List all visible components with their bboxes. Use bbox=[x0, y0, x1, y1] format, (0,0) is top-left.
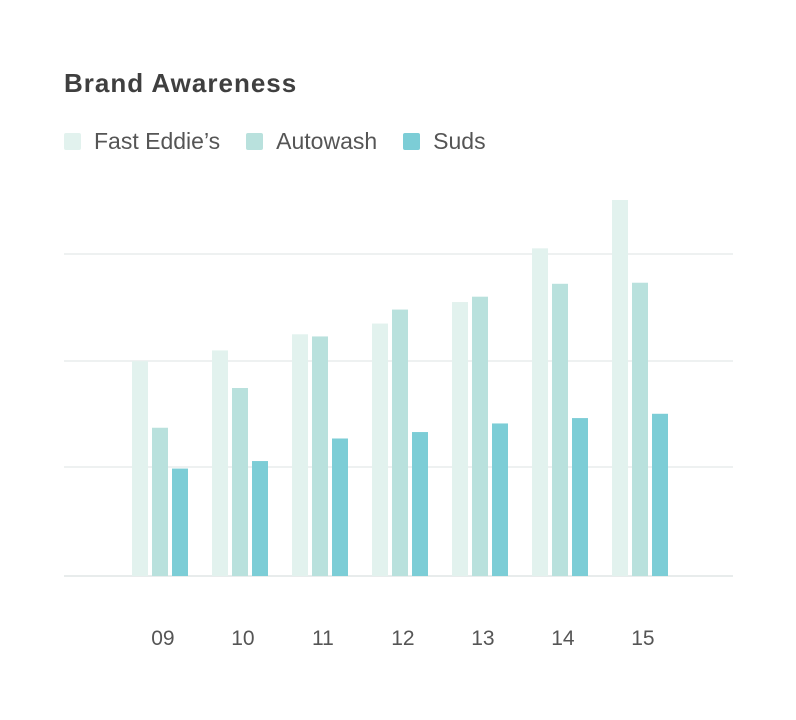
x-tick-label: 11 bbox=[306, 627, 334, 650]
bar-fast-eddies bbox=[372, 323, 388, 576]
legend: Fast Eddie’s Autowash Suds bbox=[64, 128, 486, 155]
x-tick-label: 10 bbox=[225, 627, 254, 650]
bar-autowash bbox=[632, 282, 648, 576]
bar-autowash bbox=[152, 427, 168, 576]
legend-item-fast-eddies: Fast Eddie’s bbox=[64, 128, 220, 155]
x-tick-label: 09 bbox=[145, 627, 174, 650]
bar-suds bbox=[172, 468, 188, 576]
bar-suds bbox=[332, 438, 348, 576]
bar-fast-eddies bbox=[132, 361, 148, 576]
bar-fast-eddies bbox=[612, 200, 628, 576]
legend-label-suds: Suds bbox=[433, 128, 486, 154]
bar-suds bbox=[492, 423, 508, 576]
x-tick-label: 12 bbox=[385, 627, 414, 650]
bar-suds bbox=[252, 461, 268, 576]
legend-item-autowash: Autowash bbox=[246, 128, 377, 155]
bar-suds bbox=[572, 418, 588, 576]
legend-label-fast-eddies: Fast Eddie’s bbox=[94, 128, 221, 154]
bar-suds bbox=[652, 413, 668, 576]
bar-autowash bbox=[552, 283, 568, 576]
bar-autowash bbox=[472, 296, 488, 576]
bar-fast-eddies bbox=[452, 302, 468, 576]
legend-swatch-autowash bbox=[246, 133, 264, 150]
bar-fast-eddies bbox=[212, 350, 228, 576]
bar-autowash bbox=[312, 336, 328, 576]
bar-fast-eddies bbox=[532, 248, 548, 577]
legend-item-suds: Suds bbox=[403, 128, 486, 155]
bar-autowash bbox=[392, 309, 408, 576]
legend-swatch-fast-eddies bbox=[64, 133, 81, 150]
bar-autowash bbox=[232, 388, 248, 576]
chart-title: Brand Awareness bbox=[64, 68, 298, 98]
x-tick-label: 15 bbox=[625, 627, 654, 650]
legend-label-autowash: Autowash bbox=[276, 128, 378, 154]
legend-swatch-suds bbox=[403, 133, 421, 150]
x-tick-label: 13 bbox=[465, 627, 494, 650]
bar-fast-eddies bbox=[292, 334, 308, 576]
x-tick-label: 14 bbox=[545, 627, 575, 650]
bar-suds bbox=[412, 432, 428, 576]
